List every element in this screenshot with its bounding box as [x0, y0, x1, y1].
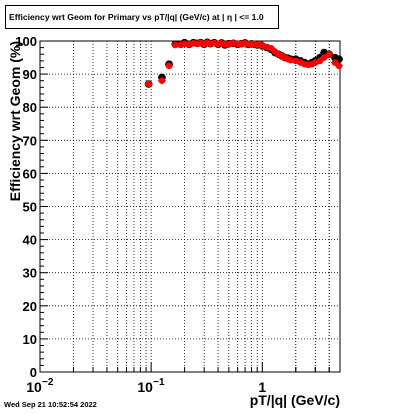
x-tick-exponent: −2 [42, 377, 54, 388]
x-tick-exponent: −1 [153, 377, 165, 388]
y-tick-label: 60 [23, 166, 37, 181]
x-axis-label: pT/|q| (GeV/c) [250, 392, 340, 408]
y-tick-label: 0 [30, 365, 37, 380]
data-point [165, 62, 173, 70]
data-point [158, 77, 166, 85]
data-point [172, 41, 179, 49]
data-point [287, 56, 294, 64]
y-tick-label: 70 [23, 133, 37, 148]
y-axis-label: Efficiency wrt Geom (%) [7, 41, 23, 201]
x-tick-label: 10 [137, 379, 153, 395]
y-tick-label: 30 [23, 266, 37, 281]
data-point [325, 50, 333, 58]
x-tick-label: 1 [258, 379, 266, 395]
data-point [320, 54, 328, 61]
chart-title: Efficiency wrt Geom for Primary vs pT/|q… [5, 5, 279, 29]
y-tick-label: 80 [23, 100, 37, 115]
x-tick-label: 10 [26, 379, 42, 395]
y-tick-label: 100 [15, 34, 37, 49]
timestamp-label: Wed Sep 21 10:52:54 2022 [4, 400, 97, 409]
y-tick-label: 50 [23, 200, 37, 215]
y-tick-label: 10 [23, 332, 37, 347]
y-tick-label: 40 [23, 233, 37, 248]
y-tick-label: 20 [23, 299, 37, 314]
data-point [145, 80, 152, 88]
data-point [335, 62, 343, 70]
y-tick-label: 90 [23, 67, 37, 82]
